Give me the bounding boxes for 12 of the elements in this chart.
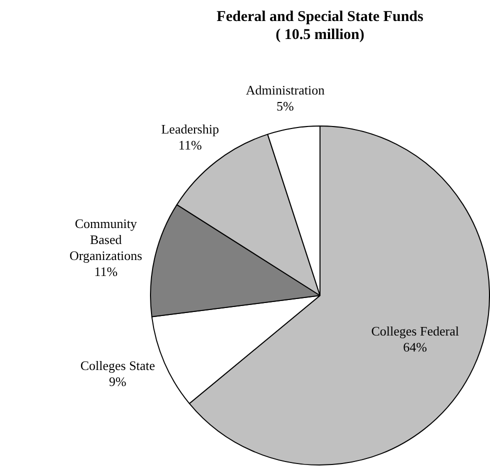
data-label: 9% bbox=[109, 374, 127, 389]
data-label: 64% bbox=[403, 340, 428, 355]
chart-subtitle: ( 10.5 million) bbox=[276, 26, 364, 43]
slice-label: Administration bbox=[246, 82, 326, 98]
slice-label: Colleges Federal bbox=[371, 324, 460, 339]
slice-label: Community Based Organizations bbox=[70, 216, 142, 264]
data-label: 11% bbox=[178, 138, 202, 153]
data-label: 11% bbox=[94, 264, 118, 280]
slice-label: Leadership bbox=[161, 122, 219, 137]
chart-title: Federal and Special State Funds bbox=[216, 8, 424, 25]
slice-label: Colleges State bbox=[80, 358, 156, 373]
data-label: 5% bbox=[276, 98, 294, 114]
